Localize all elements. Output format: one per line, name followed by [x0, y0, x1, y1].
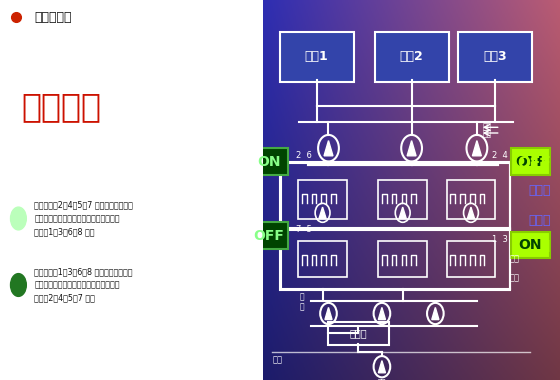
Polygon shape — [379, 361, 385, 373]
FancyBboxPatch shape — [511, 232, 549, 258]
Text: 回水: 回水 — [483, 129, 492, 138]
Polygon shape — [473, 141, 482, 156]
Text: ON: ON — [525, 239, 551, 255]
Polygon shape — [319, 207, 326, 218]
Text: OFF: OFF — [254, 229, 284, 242]
Text: 冬季运行：1、3、6、8 阀门打开，地下水
与机组蒸发器出水混合后，再进入机组蒸
发器：2、4、5、7 关闭: 冬季运行：1、3、6、8 阀门打开，地下水 与机组蒸发器出水混合后，再进入机组蒸… — [34, 267, 133, 303]
Polygon shape — [379, 307, 385, 320]
FancyBboxPatch shape — [250, 148, 288, 175]
Text: 2  4: 2 4 — [492, 151, 507, 160]
Circle shape — [11, 207, 26, 230]
Text: 2  6: 2 6 — [296, 151, 312, 160]
Text: OFF: OFF — [517, 156, 551, 171]
Polygon shape — [407, 141, 416, 156]
Text: 用户3: 用户3 — [483, 51, 506, 63]
Text: 冷凝器: 冷凝器 — [529, 184, 551, 196]
Text: 水源热泵: 水源热泵 — [21, 90, 101, 123]
Polygon shape — [324, 141, 333, 156]
Text: 供水: 供水 — [483, 123, 492, 132]
Text: 回水: 回水 — [510, 254, 520, 263]
Polygon shape — [432, 307, 439, 320]
Text: 7  5: 7 5 — [296, 225, 312, 234]
Text: 用户2: 用户2 — [400, 51, 423, 63]
Text: 水处理: 水处理 — [349, 328, 367, 339]
Text: ON: ON — [519, 238, 542, 252]
Text: 系统原理图: 系统原理图 — [34, 11, 72, 24]
Text: 抽水
井: 抽水 井 — [377, 378, 386, 380]
FancyBboxPatch shape — [458, 32, 532, 82]
Text: 混
水: 混 水 — [300, 292, 304, 312]
Circle shape — [11, 274, 26, 296]
Polygon shape — [399, 207, 406, 218]
Text: 用户1: 用户1 — [305, 51, 329, 63]
Polygon shape — [468, 207, 474, 218]
Text: 蒸发器: 蒸发器 — [529, 214, 551, 227]
FancyBboxPatch shape — [375, 32, 449, 82]
FancyBboxPatch shape — [511, 148, 549, 175]
Text: 地面: 地面 — [273, 355, 283, 364]
Text: 1  3: 1 3 — [492, 235, 507, 244]
FancyBboxPatch shape — [250, 222, 288, 249]
Text: 排水: 排水 — [510, 273, 520, 282]
Text: OFF: OFF — [515, 155, 546, 168]
FancyBboxPatch shape — [279, 32, 354, 82]
Polygon shape — [325, 307, 332, 320]
Text: ON: ON — [258, 155, 281, 168]
Text: 夏季运行：2、4、5、7 阀门打开，地下水
与机组冷凝器出水混合后，再进入机组冷
凝器：1、3、6、8 关闭: 夏季运行：2、4、5、7 阀门打开，地下水 与机组冷凝器出水混合后，再进入机组冷… — [34, 201, 133, 236]
